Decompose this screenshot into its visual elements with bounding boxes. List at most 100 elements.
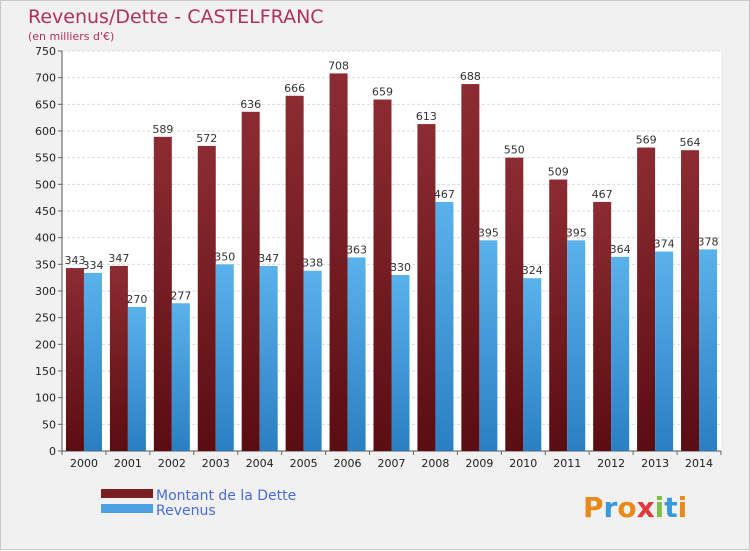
bar-revenus	[215, 264, 234, 451]
bar-dette	[241, 111, 260, 452]
data-label-revenus: 347	[258, 252, 279, 265]
bar-revenus	[259, 265, 278, 451]
y-tick-label: 300	[35, 285, 56, 298]
x-tick-label: 2003	[202, 457, 230, 470]
data-label-revenus: 350	[214, 250, 235, 263]
data-label-revenus: 324	[522, 264, 543, 277]
data-label-dette: 589	[152, 123, 173, 136]
data-label-dette: 347	[108, 252, 129, 265]
y-tick-label: 700	[35, 72, 56, 85]
data-label-revenus: 338	[302, 257, 323, 270]
bar-dette	[681, 150, 700, 451]
x-tick-label: 2008	[421, 457, 449, 470]
bar-revenus	[567, 240, 586, 451]
logo-letter: i	[655, 491, 665, 524]
data-label-dette: 550	[504, 144, 525, 157]
data-label-revenus: 330	[390, 261, 411, 274]
bar-revenus	[391, 275, 410, 451]
legend-swatch-dette	[101, 489, 153, 498]
bar-dette	[109, 265, 128, 451]
bar-revenus	[127, 307, 146, 451]
y-tick-label: 250	[35, 312, 56, 325]
data-label-revenus: 374	[654, 238, 675, 251]
data-label-revenus: 334	[82, 259, 103, 272]
bar-dette	[373, 99, 392, 452]
y-tick-label: 150	[35, 365, 56, 378]
x-tick-label: 2009	[465, 457, 493, 470]
x-tick-label: 2010	[509, 457, 537, 470]
x-tick-label: 2005	[290, 457, 318, 470]
data-label-dette: 467	[592, 188, 613, 201]
bar-dette	[461, 84, 480, 452]
y-tick-label: 450	[35, 205, 56, 218]
data-label-revenus: 277	[170, 289, 191, 302]
logo-letter: i	[678, 491, 688, 524]
bar-revenus	[655, 251, 674, 451]
data-label-dette: 613	[416, 110, 437, 123]
chart-subtitle: (en milliers d'€)	[28, 30, 114, 43]
bar-dette	[153, 136, 172, 451]
x-tick-label: 2006	[334, 457, 362, 470]
bar-revenus	[611, 256, 630, 451]
bar-revenus	[83, 272, 102, 451]
bar-revenus	[171, 303, 190, 451]
x-tick-label: 2000	[70, 457, 98, 470]
data-label-revenus: 467	[434, 188, 455, 201]
legend-label-dette: Montant de la Dette	[156, 488, 296, 504]
logo-letter: t	[664, 491, 677, 524]
logo-letter: P	[583, 491, 604, 524]
data-label-dette: 569	[636, 134, 657, 147]
bar-dette	[549, 179, 568, 452]
data-label-dette: 666	[284, 82, 305, 95]
x-tick-label: 2007	[378, 457, 406, 470]
y-tick-label: 100	[35, 392, 56, 405]
x-tick-label: 2014	[685, 457, 713, 470]
x-tick-label: 2013	[641, 457, 669, 470]
bar-dette	[329, 73, 348, 452]
y-tick-label: 600	[35, 125, 56, 138]
legend-swatch-revenus	[101, 504, 153, 513]
bar-revenus	[479, 240, 498, 451]
bar-dette	[285, 95, 304, 452]
x-tick-label: 2001	[114, 457, 142, 470]
bar-revenus	[347, 257, 366, 451]
bar-revenus	[435, 201, 454, 451]
legend-label-revenus: Revenus	[156, 503, 216, 519]
bar-revenus	[303, 270, 322, 451]
data-label-revenus: 270	[126, 293, 147, 306]
x-tick-label: 2012	[597, 457, 625, 470]
data-label-dette: 636	[240, 98, 261, 111]
y-tick-label: 50	[42, 418, 56, 431]
data-label-revenus: 395	[478, 226, 499, 239]
logo-letter: o	[617, 491, 636, 524]
x-tick-label: 2004	[246, 457, 274, 470]
data-label-revenus: 364	[610, 243, 631, 256]
y-tick-label: 650	[35, 98, 56, 111]
data-label-dette: 572	[196, 132, 217, 145]
plot-area: 0 50 100 150 200 250 300 350 400 450 500 550 600 650 7…	[35, 45, 722, 470]
bar-dette	[65, 268, 84, 451]
x-tick-label: 2002	[158, 457, 186, 470]
bar-dette	[637, 147, 656, 452]
data-label-dette: 688	[460, 70, 481, 83]
bar-dette	[417, 124, 436, 452]
y-tick-label: 500	[35, 178, 56, 191]
data-label-dette: 659	[372, 86, 393, 99]
y-tick-label: 200	[35, 338, 56, 351]
data-label-revenus: 363	[346, 243, 367, 256]
data-label-revenus: 378	[698, 235, 719, 248]
data-label-dette: 708	[328, 59, 349, 72]
y-tick-label: 550	[35, 152, 56, 165]
y-tick-label: 0	[49, 445, 56, 458]
bar-revenus	[699, 249, 718, 451]
y-tick-label: 350	[35, 258, 56, 271]
data-label-dette: 564	[680, 136, 701, 149]
data-label-revenus: 395	[566, 226, 587, 239]
data-label-dette: 509	[548, 166, 569, 179]
legend: Montant de la Dette Revenus	[101, 488, 296, 519]
data-label-dette: 343	[64, 254, 85, 267]
bar-dette	[197, 145, 216, 451]
bar-dette	[505, 157, 524, 451]
